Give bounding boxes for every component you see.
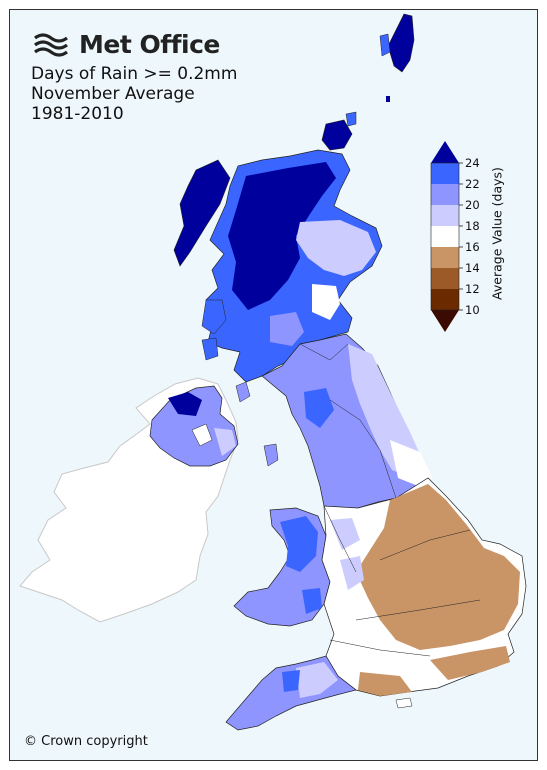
legend-14-16 <box>431 247 459 268</box>
legend-above24-triangle <box>431 141 459 163</box>
title-line-2: November Average <box>31 84 195 104</box>
title-line-3: 1981-2010 <box>31 104 124 124</box>
legend-tick: 14 <box>465 261 480 275</box>
legend-10-12 <box>431 289 459 310</box>
isle-of-wight <box>395 697 413 709</box>
legend-tick: 12 <box>465 282 480 296</box>
legend-22-24 <box>431 163 459 184</box>
northern-ireland <box>149 385 239 467</box>
legend-tick: 24 <box>465 156 480 170</box>
inner-hebrides <box>201 299 227 335</box>
met-office-logo: Met Office <box>33 30 220 59</box>
legend-colorbar: 24 22 20 18 16 14 12 10 <box>430 141 480 332</box>
isle-of-man <box>263 443 279 467</box>
logo-text: Met Office <box>79 30 220 59</box>
legend-18-20 <box>431 205 459 226</box>
copyright-notice: © Crown copyright <box>24 734 148 749</box>
legend-below10-triangle <box>431 310 459 332</box>
legend-tick: 18 <box>465 219 480 233</box>
met-office-wave-icon <box>34 32 68 57</box>
legend-tick: 22 <box>465 177 480 191</box>
shetland <box>387 13 415 73</box>
legend-12-14 <box>431 268 459 289</box>
legend-axis-label: Average Value (days) <box>489 167 505 300</box>
legend-tick: 10 <box>465 303 480 317</box>
title-line-1: Days of Rain >= 0.2mm <box>31 64 238 84</box>
legend-tick: 16 <box>465 240 480 254</box>
orkney <box>321 119 353 151</box>
map-title: Days of Rain >= 0.2mm November Average 1… <box>31 64 237 124</box>
outer-hebrides <box>173 159 231 267</box>
legend-tick: 20 <box>465 198 480 212</box>
legend-20-22 <box>431 184 459 205</box>
legend-16-18 <box>431 226 459 247</box>
